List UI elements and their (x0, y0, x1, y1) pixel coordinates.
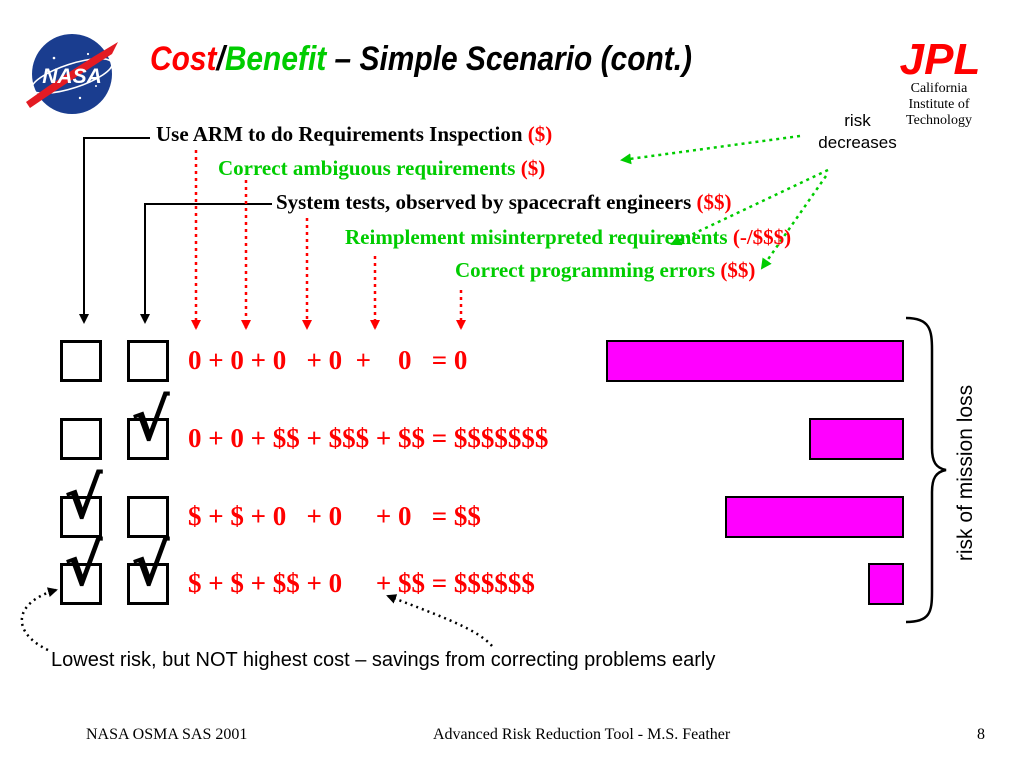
title-cost: Cost (150, 40, 217, 78)
risk-arrow-3 (760, 175, 828, 270)
note-curve-left (20, 587, 58, 652)
check-mark-icon: √ (64, 464, 103, 532)
step-system-tests: System tests, observed by spacecraft eng… (276, 189, 732, 215)
step-inspection: Use ARM to do Requirements Inspection ($… (156, 121, 552, 147)
axis-brace (905, 316, 947, 624)
inspection-checkbox[interactable] (60, 563, 102, 605)
nasa-logo-text: NASA (42, 65, 102, 88)
risk-note-line: risk (844, 111, 871, 130)
inspection-checkbox[interactable] (60, 340, 102, 382)
step-correct-ambiguous-cost: ($) (520, 156, 546, 180)
jpl-logo: JPL (888, 34, 992, 85)
step-reimplement-cost: (-/$$$) (732, 225, 792, 249)
tests-checkbox[interactable] (127, 418, 169, 460)
risk-axis-label: risk of mission loss (954, 384, 977, 562)
title-benefit: Benefit (224, 40, 327, 78)
risk-arrow-2 (670, 168, 829, 246)
jpl-caption-line: California (910, 81, 968, 96)
step-programming-errors-cost: ($$) (720, 258, 756, 282)
step-programming-errors-text: Correct programming errors (455, 258, 721, 282)
inspection-checkbox[interactable] (60, 496, 102, 538)
risk-arrow-1 (620, 134, 801, 165)
risk-bar (868, 563, 904, 605)
jpl-caption: California Institute of Technology (888, 81, 990, 129)
step-system-tests-cost: ($$) (696, 190, 732, 214)
check-mark-icon: √ (131, 386, 170, 454)
risk-bar (606, 340, 904, 382)
step-system-tests-text: System tests, observed by spacecraft eng… (276, 190, 697, 214)
title-rest: – Simple Scenario (cont.) (326, 40, 692, 78)
risk-note-line: decreases (818, 133, 897, 152)
cost-equation: $ + $ + 0 + 0 + 0 = $$ (188, 501, 481, 531)
footer-left: NASA OSMA SAS 2001 (86, 726, 248, 743)
step-inspection-cost: ($) (527, 122, 553, 146)
check-mark-icon: √ (64, 531, 103, 599)
jpl-caption-line: Technology (906, 113, 972, 128)
risk-bar (725, 496, 904, 538)
title-slash: / (216, 40, 225, 78)
risk-bar (809, 418, 904, 460)
tests-checkbox[interactable] (127, 563, 169, 605)
page-title: Cost/Benefit – Simple Scenario (cont.) (150, 40, 784, 79)
bottom-note: Lowest risk, but NOT highest cost – savi… (51, 649, 716, 671)
step-correct-ambiguous: Correct ambiguous requirements ($) (218, 155, 545, 181)
step-inspection-text: Use ARM to do Requirements Inspection (156, 122, 528, 146)
step-correct-ambiguous-text: Correct ambiguous requirements (218, 156, 521, 180)
note-curve-right (386, 594, 493, 647)
jpl-caption-line: Institute of (908, 97, 970, 112)
tests-checkbox[interactable] (127, 340, 169, 382)
nasa-logo: NASA (20, 28, 120, 120)
step-programming-errors: Correct programming errors ($$) (455, 257, 755, 283)
footer-page-number: 8 (977, 726, 985, 743)
check-mark-icon: √ (131, 531, 170, 599)
footer-center: Advanced Risk Reduction Tool - M.S. Feat… (433, 726, 731, 743)
tests-checkbox[interactable] (127, 496, 169, 538)
tests-leader-line (140, 203, 272, 324)
step-reimplement-text: Reimplement misinterpreted requirements (345, 225, 733, 249)
inspection-checkbox[interactable] (60, 418, 102, 460)
cost-equation: 0 + 0 + 0 + 0 + 0 = 0 (188, 345, 468, 375)
step-reimplement: Reimplement misinterpreted requirements … (345, 224, 791, 250)
inspection-leader-line (79, 137, 150, 324)
cost-equation: 0 + 0 + $$ + $$$ + $$ = $$$$$$$ (188, 423, 549, 453)
risk-decreases-note: risk decreases (800, 110, 915, 154)
cost-equation: $ + $ + $$ + 0 + $$ = $$$$$$ (188, 568, 535, 598)
jpl-logo-text: JPL (900, 36, 981, 78)
